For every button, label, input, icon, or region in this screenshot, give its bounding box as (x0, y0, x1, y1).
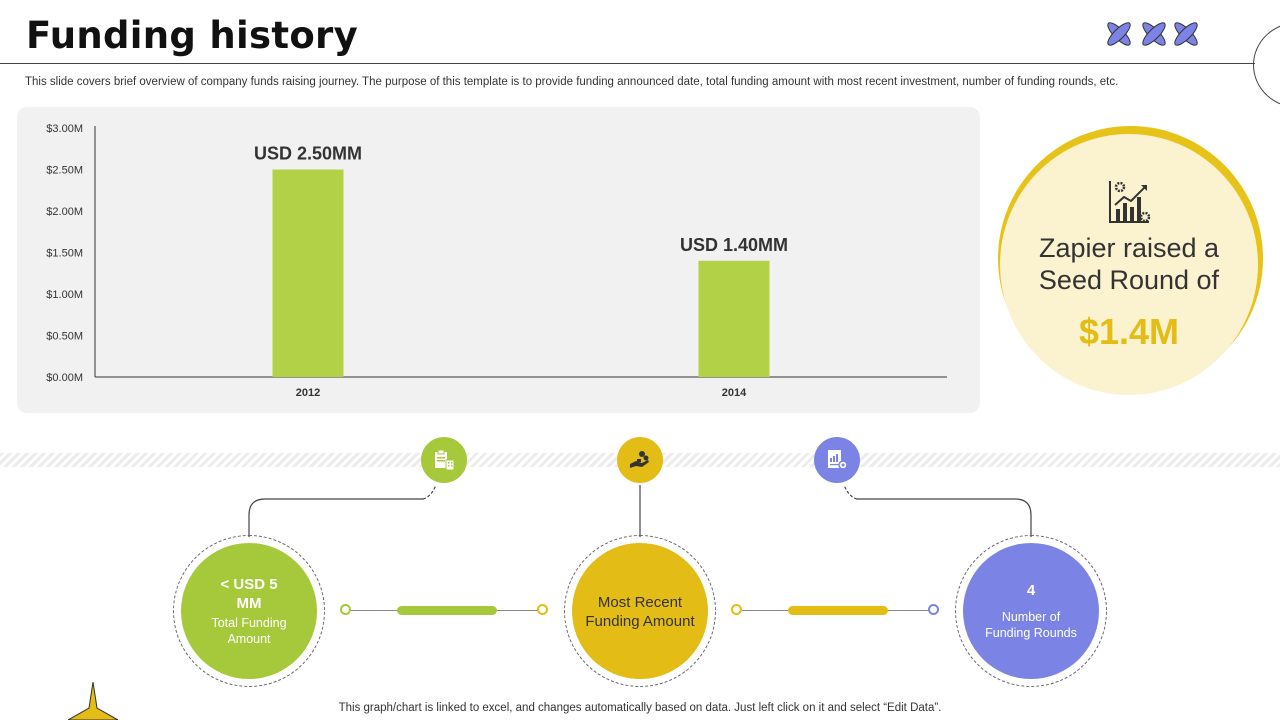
clipboard-building-icon-circle (421, 437, 467, 483)
total-funding-value: < USD 5 MM (220, 576, 278, 612)
recent-funding-disc: Most Recent Funding Amount (572, 543, 708, 679)
star-decoration-icon (68, 682, 118, 720)
x-tick-label: 2012 (296, 387, 320, 399)
logo-x-icon (1174, 22, 1198, 46)
decorative-arc (1253, 22, 1280, 108)
clipboard-building-icon (435, 449, 455, 471)
total-funding-label: Total Funding Amount (211, 616, 287, 646)
metric-ring (173, 535, 325, 687)
y-tick-label: $3.00M (46, 123, 83, 135)
connector-dot (928, 604, 939, 615)
bar-data-label: USD 2.50MM (254, 144, 362, 164)
y-tick-label: $2.00M (46, 206, 83, 218)
seed-round-text: Zapier raised a Seed Round of (1038, 233, 1220, 295)
total-funding-disc: < USD 5 MM Total Funding Amount (181, 543, 317, 679)
metric-ring (564, 535, 716, 687)
y-tick-label: $2.50M (46, 165, 83, 177)
bar (272, 169, 344, 377)
connector-lines (248, 484, 1032, 537)
seed-circle-inner (1000, 134, 1258, 395)
funding-rounds-label: Number of Funding Rounds (985, 610, 1077, 640)
connector-dot (731, 604, 742, 615)
bar (698, 260, 770, 377)
page-title: Funding history (26, 14, 359, 57)
hand-coins-icon-circle (617, 437, 663, 483)
chart-gear-icon (1109, 181, 1151, 223)
x-tick-label: 2014 (722, 387, 747, 399)
yellow-connector-bar (788, 606, 888, 615)
page-subtitle: This slide covers brief overview of comp… (25, 76, 1119, 88)
document-gear-icon (828, 450, 848, 470)
logo-x-icon (1142, 22, 1166, 46)
y-tick-label: $0.50M (46, 331, 83, 343)
hand-coins-icon (630, 451, 649, 468)
metric-ring (955, 535, 1107, 687)
logo-x-icon (1107, 22, 1131, 46)
funding-rounds-value: 4 (1026, 582, 1036, 599)
y-tick-label: $1.00M (46, 289, 83, 301)
funding-bar-chart[interactable]: $0.00M $0.50M $1.00M $1.50M $2.00M $2.50M $3.0… (17, 107, 980, 413)
header-divider (0, 63, 1255, 64)
green-connector-bar (397, 606, 497, 615)
chart-panel (17, 107, 980, 413)
bar-data-label: USD 1.40MM (680, 235, 788, 255)
seed-round-amount: $1.4M (1078, 311, 1180, 352)
y-tick-label: $0.00M (46, 372, 83, 384)
connector-dot (537, 604, 548, 615)
y-tick-label: $1.50M (46, 248, 83, 260)
document-gear-icon-circle (814, 437, 860, 483)
funding-rounds-disc: 4 Number of Funding Rounds (963, 543, 1099, 679)
recent-funding-label: Most Recent Funding Amount (585, 594, 695, 630)
footer-note: This graph/chart is linked to excel, and… (338, 702, 942, 714)
connector-dot (340, 604, 351, 615)
